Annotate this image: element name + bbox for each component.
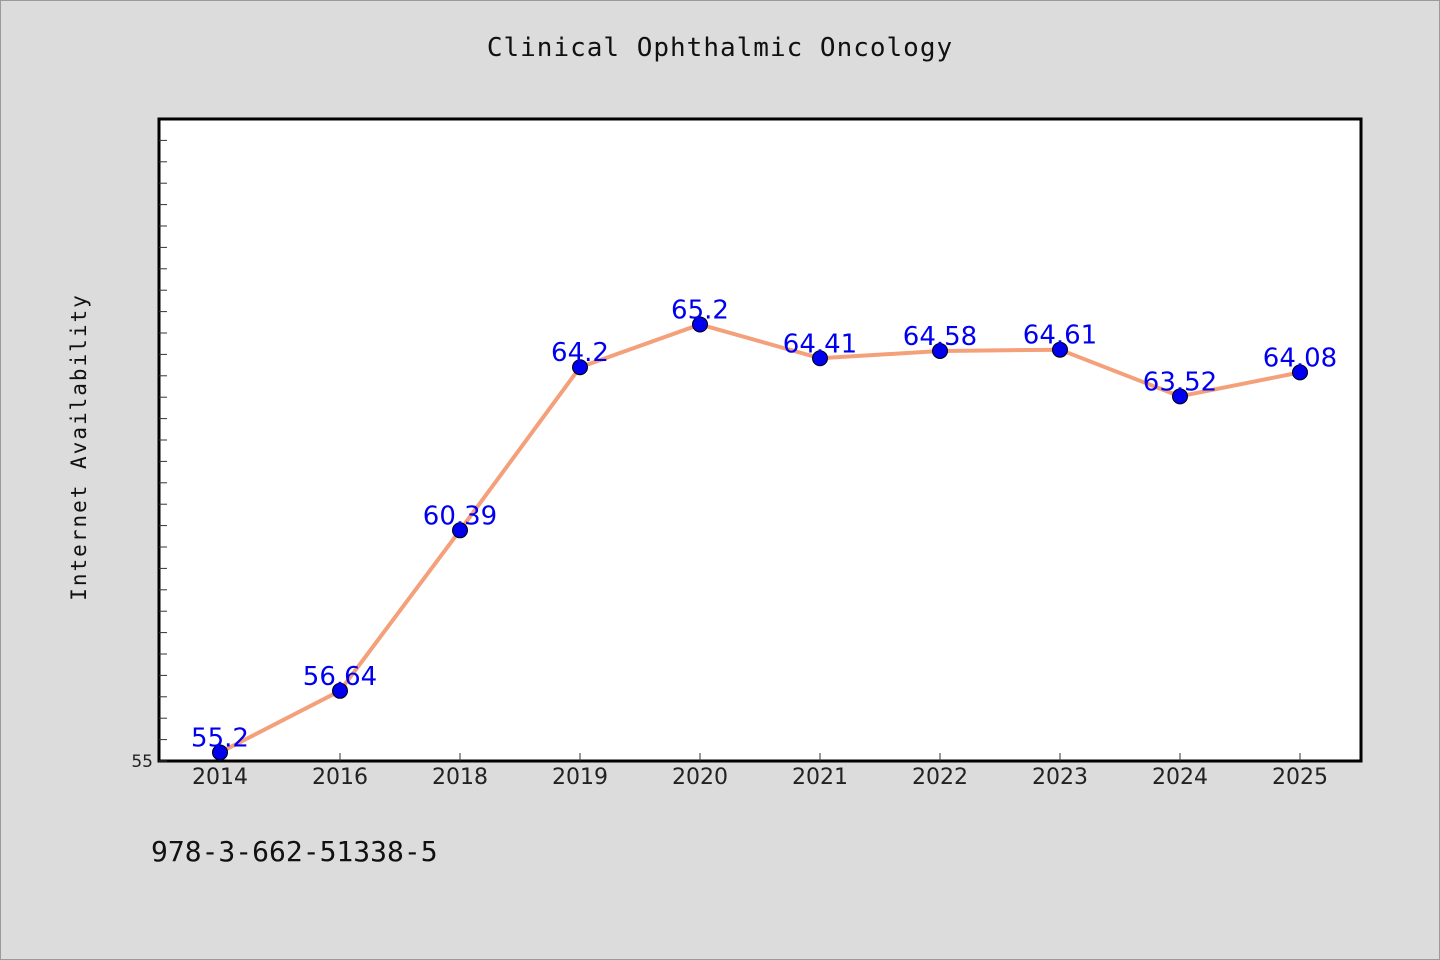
x-tick-label: 2020 — [672, 765, 728, 790]
x-axis-ticks: 2014 2016 2018 2019 2020 2021 2022 2023 2024 2025 — [192, 753, 1328, 790]
data-label: 64.2 — [551, 338, 609, 368]
data-point — [452, 522, 468, 539]
data-point — [1052, 341, 1068, 358]
x-tick-label: 2018 — [432, 765, 488, 790]
x-tick-label: 2025 — [1272, 765, 1328, 790]
y-tick-label: 55 — [131, 752, 153, 772]
data-label: 56.64 — [303, 662, 377, 692]
data-label: 60.39 — [423, 501, 497, 531]
data-point — [212, 744, 228, 761]
data-label: 63.52 — [1143, 367, 1217, 397]
x-tick-label: 2023 — [1032, 765, 1088, 790]
data-label: 64.61 — [1023, 321, 1097, 351]
isbn-text: 978-3-662-51338-5 — [151, 835, 438, 868]
x-tick-label: 2021 — [792, 765, 848, 790]
y-axis-ticks: 55 — [131, 139, 167, 772]
plot-area — [157, 117, 1363, 763]
marker-group — [212, 316, 1308, 761]
data-point — [332, 682, 348, 699]
x-tick-label: 2019 — [552, 765, 608, 790]
data-label: 64.08 — [1263, 343, 1337, 373]
x-tick-label: 2024 — [1152, 765, 1208, 790]
data-point — [812, 350, 828, 367]
data-label: 65.2 — [671, 295, 729, 325]
data-label: 64.58 — [903, 322, 977, 352]
chart-title: Clinical Ophthalmic Oncology — [486, 33, 954, 63]
x-tick-label: 2014 — [192, 765, 248, 790]
x-tick-label: 2016 — [312, 765, 368, 790]
data-point — [692, 316, 708, 333]
data-label: 55.2 — [191, 723, 249, 753]
x-tick-label: 2022 — [912, 765, 968, 790]
data-point — [1292, 364, 1308, 381]
series-line-group — [218, 322, 1302, 755]
data-point — [932, 342, 948, 359]
value-label-group: 55.2 56.64 60.39 64.2 65.2 64.41 64.58 64.61 63.… — [191, 295, 1337, 753]
series-line — [218, 322, 1302, 755]
data-label: 64.41 — [783, 329, 857, 359]
data-point — [1172, 388, 1188, 405]
data-point — [572, 359, 588, 376]
